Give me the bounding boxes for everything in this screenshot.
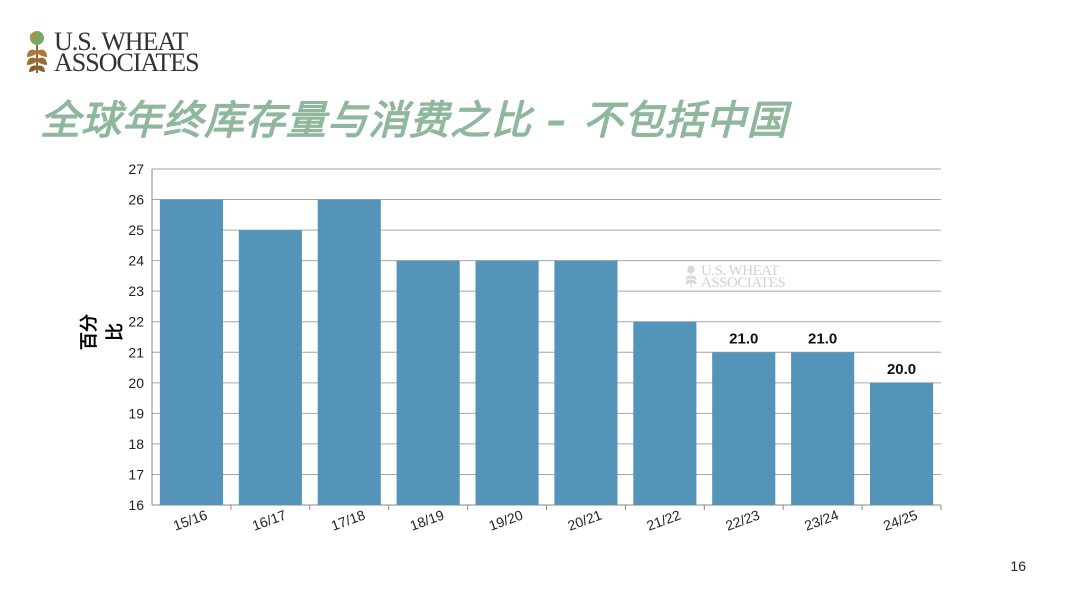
- data-label: 21.0: [808, 330, 837, 347]
- x-tick-label: 22/23: [723, 507, 762, 534]
- y-tick-label: 20: [128, 375, 144, 391]
- bar: [238, 230, 302, 505]
- logo-wordmark: U.S. WHEAT ASSOCIATES: [54, 27, 200, 77]
- watermark-line-2: ASSOCIATES: [701, 275, 786, 291]
- bar: [633, 321, 697, 505]
- x-tick-label: 17/18: [329, 507, 368, 534]
- slide-title: 全球年终库存量与消费之比 – 不包括中国: [40, 98, 788, 144]
- logo-line-2: ASSOCIATES: [54, 48, 200, 77]
- bar: [475, 260, 539, 505]
- y-tick-label: 24: [128, 253, 144, 269]
- y-tick-label: 22: [128, 314, 144, 330]
- x-tick-label: 19/20: [487, 507, 526, 534]
- bar: [554, 260, 618, 505]
- y-tick-label: 16: [128, 497, 144, 513]
- logo-line-1: U.S. WHEAT: [54, 27, 188, 56]
- x-tick-label: 20/21: [565, 507, 604, 534]
- x-tick-label: 16/17: [250, 507, 289, 534]
- y-tick-label: 18: [128, 436, 144, 452]
- x-tick-label: 15/16: [171, 507, 210, 534]
- bar: [712, 352, 776, 505]
- wheat-icon: [27, 31, 47, 73]
- y-tick-label: 25: [128, 222, 144, 238]
- data-label: 20.0: [887, 361, 916, 378]
- us-wheat-logo: U.S. WHEAT ASSOCIATES: [24, 28, 204, 76]
- x-tick-label: 24/25: [881, 507, 920, 534]
- y-tick-label: 23: [128, 283, 144, 299]
- data-label: 21.0: [729, 330, 758, 347]
- watermark-wordmark: U.S. WHEAT ASSOCIATES: [701, 263, 786, 291]
- watermark-line-1: U.S. WHEAT: [701, 263, 779, 279]
- y-tick-label: 17: [128, 466, 144, 482]
- bar: [396, 260, 460, 505]
- chart-watermark: U.S. WHEAT ASSOCIATES: [684, 262, 814, 292]
- wheat-icon: [685, 265, 697, 289]
- x-tick-label: 21/22: [644, 507, 683, 534]
- x-tick-label: 18/19: [408, 507, 447, 534]
- y-tick-label: 21: [128, 344, 144, 360]
- y-tick-label: 26: [128, 192, 144, 208]
- bar: [869, 382, 934, 505]
- y-tick-label: 27: [128, 161, 144, 177]
- page-number: 16: [1010, 558, 1026, 574]
- bar: [791, 352, 855, 505]
- bar: [159, 199, 224, 505]
- y-tick-label: 19: [128, 405, 144, 421]
- x-tick-label: 23/24: [802, 507, 841, 534]
- bar: [317, 199, 381, 505]
